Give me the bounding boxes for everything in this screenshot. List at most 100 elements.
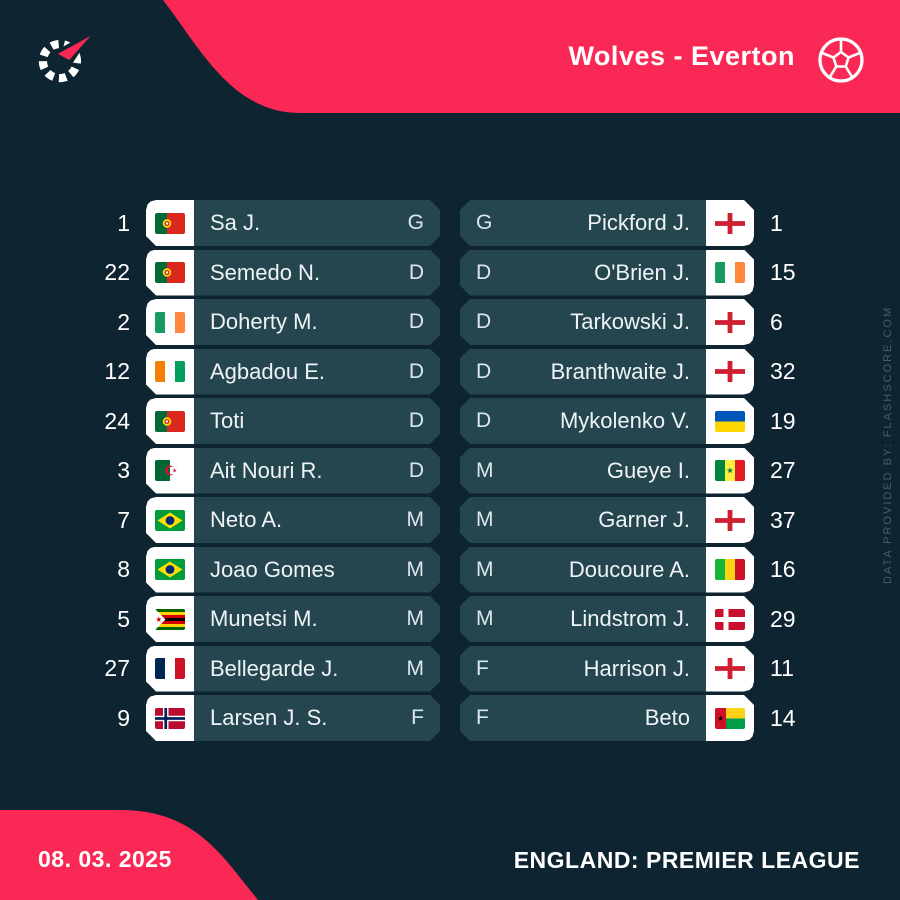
player-name: Harrison J.	[583, 655, 690, 681]
player-pill: Bellegarde J. M	[194, 646, 440, 692]
match-date: 08. 03. 2025	[38, 846, 172, 872]
player-number: 8	[117, 556, 130, 582]
england-flag-icon	[706, 349, 754, 395]
player-row: D O'Brien J. 15	[460, 250, 840, 296]
portugal-flag-icon	[146, 250, 194, 296]
player-pill: F Harrison J.	[460, 646, 706, 692]
home-lineup-column: 1 Sa J. G 22 Semedo N. D 2 Doherty M. D 12 Agbadou…	[60, 200, 440, 745]
player-row: D Branthwaite J. 32	[460, 349, 840, 395]
player-name: Joao Gomes	[210, 556, 335, 582]
brazil-flag-icon	[146, 497, 194, 543]
player-position: D	[476, 260, 492, 284]
player-position: D	[408, 458, 424, 482]
player-row: M Doucoure A. 16	[460, 547, 840, 593]
player-position: G	[407, 211, 424, 234]
player-row: M Lindstrom J. 29	[460, 596, 840, 642]
player-row: D Mykolenko V. 19	[460, 398, 840, 444]
player-pill: Semedo N. D	[194, 250, 440, 296]
player-pill: Munetsi M. M	[194, 596, 440, 642]
player-position: M	[406, 557, 424, 581]
player-name: Agbadou E.	[210, 358, 325, 384]
player-row: F Beto 14	[460, 695, 840, 741]
player-pill: D Branthwaite J.	[460, 349, 706, 395]
player-pill: Joao Gomes M	[194, 547, 440, 593]
player-row: 8 Joao Gomes M	[60, 547, 440, 593]
player-name: Pickford J.	[587, 210, 690, 235]
player-name: Doherty M.	[210, 309, 318, 334]
player-pill: D Mykolenko V.	[460, 398, 706, 444]
player-pill: F Beto	[460, 695, 706, 741]
player-name: Neto A.	[210, 507, 283, 532]
flashscore-logo-icon	[38, 29, 95, 83]
player-row: 27 Bellegarde J. M	[60, 646, 440, 692]
player-row: F Harrison J. 11	[460, 646, 840, 692]
player-name: Bellegarde J.	[210, 655, 339, 681]
player-name: O'Brien J.	[594, 259, 690, 285]
player-number: 22	[104, 259, 130, 285]
player-name: Beto	[644, 705, 690, 730]
player-name: Doucoure A.	[568, 556, 690, 582]
player-pill: M Lindstrom J.	[460, 596, 706, 642]
ivory-coast-flag-icon	[146, 349, 194, 395]
player-number: 27	[104, 655, 130, 681]
player-name: Lindstrom J.	[570, 606, 690, 631]
player-number: 27	[770, 457, 796, 483]
player-row: 22 Semedo N. D	[60, 250, 440, 296]
player-pill: Larsen J. S. F	[194, 695, 440, 741]
player-number: 3	[117, 457, 130, 483]
player-position: D	[476, 409, 492, 432]
player-pill: G Pickford J.	[460, 200, 706, 246]
player-pill: D Tarkowski J.	[460, 299, 706, 345]
player-position: M	[476, 458, 494, 482]
france-flag-icon	[146, 646, 194, 692]
player-position: M	[476, 607, 494, 630]
player-position: F	[476, 656, 489, 680]
header-accent-shape	[163, 0, 900, 113]
guinea-bissau-flag-icon	[706, 695, 754, 741]
player-name: Gueye I.	[606, 457, 690, 483]
player-name: Ait Nouri R.	[210, 457, 323, 483]
player-row: 3 Ait Nouri R. D	[60, 448, 440, 494]
player-pill: Ait Nouri R. D	[194, 448, 440, 494]
player-name: Munetsi M.	[210, 606, 318, 631]
player-number: 37	[770, 506, 796, 533]
player-number: 9	[117, 704, 130, 731]
player-number: 19	[770, 407, 796, 434]
player-row: 12 Agbadou E. D	[60, 349, 440, 395]
ireland-flag-icon	[706, 250, 754, 296]
footer-accent-shape	[0, 810, 258, 900]
player-number: 14	[770, 704, 796, 731]
player-number: 16	[770, 556, 796, 582]
england-flag-icon	[706, 299, 754, 345]
league-label: ENGLAND: PREMIER LEAGUE	[513, 847, 860, 873]
player-name: Garner J.	[598, 507, 690, 532]
player-row: 5 Munetsi M. M	[60, 596, 440, 642]
ukraine-flag-icon	[706, 398, 754, 444]
brazil-flag-icon	[146, 547, 194, 593]
player-row: 1 Sa J. G	[60, 200, 440, 246]
player-position: M	[406, 607, 424, 630]
away-lineup-column: G Pickford J. 1 D O'Brien J. 15 D Tarkowski J. 6…	[460, 200, 840, 745]
player-name: Larsen J. S.	[210, 705, 328, 730]
player-position: M	[476, 557, 494, 581]
player-row: 2 Doherty M. D	[60, 299, 440, 345]
player-position: D	[408, 310, 424, 333]
player-number: 5	[117, 605, 130, 632]
player-number: 1	[770, 209, 783, 236]
lineups: 1 Sa J. G 22 Semedo N. D 2 Doherty M. D 12 Agbadou…	[60, 200, 840, 745]
player-row: 7 Neto A. M	[60, 497, 440, 543]
player-pill: M Doucoure A.	[460, 547, 706, 593]
player-number: 6	[770, 308, 783, 335]
senegal-flag-icon	[706, 448, 754, 494]
denmark-flag-icon	[706, 596, 754, 642]
player-name: Semedo N.	[210, 259, 321, 285]
player-number: 24	[104, 407, 130, 434]
match-title: Wolves - Everton	[568, 41, 795, 71]
player-row: M Garner J. 37	[460, 497, 840, 543]
player-name: Toti	[210, 408, 245, 433]
player-number: 2	[117, 308, 130, 335]
player-position: M	[476, 508, 494, 531]
player-position: D	[408, 260, 424, 284]
mali-flag-icon	[706, 547, 754, 593]
football-icon	[818, 37, 864, 83]
